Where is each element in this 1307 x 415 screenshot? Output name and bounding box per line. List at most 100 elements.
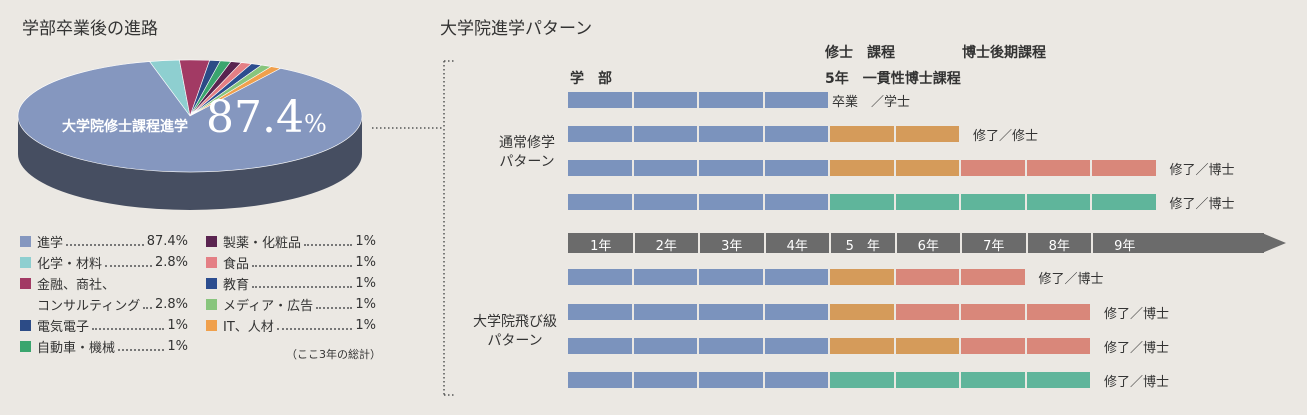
pie-main-unit: %	[303, 110, 327, 138]
legend-value: 1%	[355, 255, 376, 270]
bar-segment-ikkan	[895, 372, 959, 388]
bar-segment-gakubu	[568, 92, 632, 108]
header-hakase: 博士後期課程	[962, 45, 1046, 61]
bar-segment-gakubu	[633, 269, 697, 285]
legend-value: 1%	[167, 318, 188, 333]
bar-segment-ikkan	[1026, 372, 1090, 388]
legend-item: 金融、商社、	[20, 274, 188, 293]
pie-side	[18, 116, 362, 210]
row-end-label: 修了／博士	[1104, 307, 1170, 322]
bar-segment-gakubu	[764, 304, 828, 320]
legend-item: 教育 1%	[206, 274, 376, 293]
bar-segment-hakase	[961, 160, 1025, 176]
bar-segment-gakubu	[633, 194, 697, 210]
legend-leader	[118, 348, 165, 351]
legend-leader	[252, 285, 353, 288]
pie-chart	[17, 59, 363, 210]
bar-segment-gakubu	[568, 372, 632, 388]
bar-segment-hakase	[895, 269, 959, 285]
row-end-label: 修了／博士	[1169, 197, 1235, 212]
legend-swatch	[20, 257, 31, 268]
legend-item-cont: コンサルティング 2.8%	[37, 295, 188, 314]
header-shushi: 修士 課程	[825, 45, 895, 61]
row-end-label: 修了／博士	[1038, 272, 1104, 287]
group-label-skip: 大学院飛び級 パターン	[458, 313, 572, 351]
bar-segment-gakubu	[633, 126, 697, 142]
pie-side-band	[18, 116, 362, 210]
year-divider	[763, 233, 766, 253]
bar-segment-hakase	[961, 338, 1025, 354]
bar-segment-hakase	[1092, 160, 1156, 176]
legend-value: 2.8%	[154, 297, 188, 312]
pie-top	[17, 59, 363, 173]
bar-segment-hakase	[961, 269, 1025, 285]
legend-value: 1%	[355, 318, 376, 333]
bar-segment-gakubu	[699, 92, 763, 108]
legend-leader	[316, 306, 353, 309]
row-end-label: 修了／博士	[1104, 341, 1170, 356]
bar-segment-ikkan	[830, 194, 894, 210]
bar-segment-shushi	[830, 160, 894, 176]
legend-name: メディア・広告	[223, 299, 314, 314]
year-divider	[698, 233, 700, 253]
legend-swatch	[20, 320, 31, 331]
legend-item: 化学・材料 2.8%	[20, 253, 188, 272]
year-tick-label: 2年	[655, 239, 677, 254]
legend-item: メディア・広告 1%	[206, 295, 376, 314]
pie-main-number: 87.4	[206, 92, 304, 143]
year-tick-label: 9年	[1114, 239, 1136, 254]
bar-segment-ikkan	[961, 194, 1025, 210]
bar-segment-gakubu	[568, 160, 632, 176]
bar-segment-gakubu	[633, 304, 697, 320]
year-tick-label: 3年	[721, 239, 743, 254]
bar-segment-shushi	[895, 338, 959, 354]
bar-segment-gakubu	[568, 126, 632, 142]
bar-segment-gakubu	[633, 372, 697, 388]
bar-segment-shushi	[895, 160, 959, 176]
year-axis-arrowhead	[1262, 233, 1286, 253]
year-divider	[894, 233, 897, 253]
legend-swatch	[206, 299, 217, 310]
row-end-label: 修了／博士	[1169, 163, 1235, 178]
legend-name: IT、人材	[223, 320, 274, 335]
bar-segment-gakubu	[764, 92, 828, 108]
legend-name: 製薬・化粧品	[223, 236, 302, 251]
legend-item: IT、人材 1%	[206, 316, 376, 335]
year-divider	[829, 233, 831, 253]
bar-segment-ikkan	[1026, 194, 1090, 210]
legend-name: 進学	[37, 236, 64, 251]
row-end-label: 卒業 ／学士	[832, 95, 911, 110]
bar-segment-hakase	[1026, 304, 1090, 320]
pie-title: 学部卒業後の進路	[22, 19, 158, 39]
legend-swatch	[206, 257, 217, 268]
legend-name: 金融、商社、	[37, 278, 116, 293]
group-label-skip-line1: 大学院飛び級	[473, 314, 557, 330]
legend-name: 食品	[223, 257, 250, 272]
pie-note: （ここ3年の総計）	[286, 348, 381, 361]
bar-segment-ikkan	[1092, 194, 1156, 210]
bar-segment-gakubu	[568, 304, 632, 320]
legend-name: 自動車・機械	[37, 341, 116, 356]
year-tick-label: 4年	[786, 239, 808, 254]
bar-segment-gakubu	[764, 126, 828, 142]
legend-item: 食品 1%	[206, 253, 376, 272]
legend-leader	[143, 306, 152, 309]
bar-segment-gakubu	[633, 338, 697, 354]
header-gakubu: 学 部	[570, 71, 612, 87]
pie-main-value: 87.4%	[206, 92, 327, 143]
year-divider	[1091, 233, 1093, 253]
bar-segment-gakubu	[699, 372, 763, 388]
bar-segment-gakubu	[764, 160, 828, 176]
legend-value: 87.4%	[146, 234, 188, 249]
pie-main-label: 大学院修士課程進学	[62, 119, 188, 135]
bar-segment-hakase	[1026, 160, 1090, 176]
year-axis-arrow-shape	[1262, 233, 1286, 253]
year-divider	[632, 233, 635, 253]
connector-lines	[372, 60, 454, 396]
bar-segment-hakase	[1026, 338, 1090, 354]
bar-segment-shushi	[830, 304, 894, 320]
bar-segment-gakubu	[568, 194, 632, 210]
row-end-label: 修了／修士	[973, 129, 1039, 144]
legend-swatch	[206, 236, 217, 247]
bar-segment-ikkan	[830, 372, 894, 388]
